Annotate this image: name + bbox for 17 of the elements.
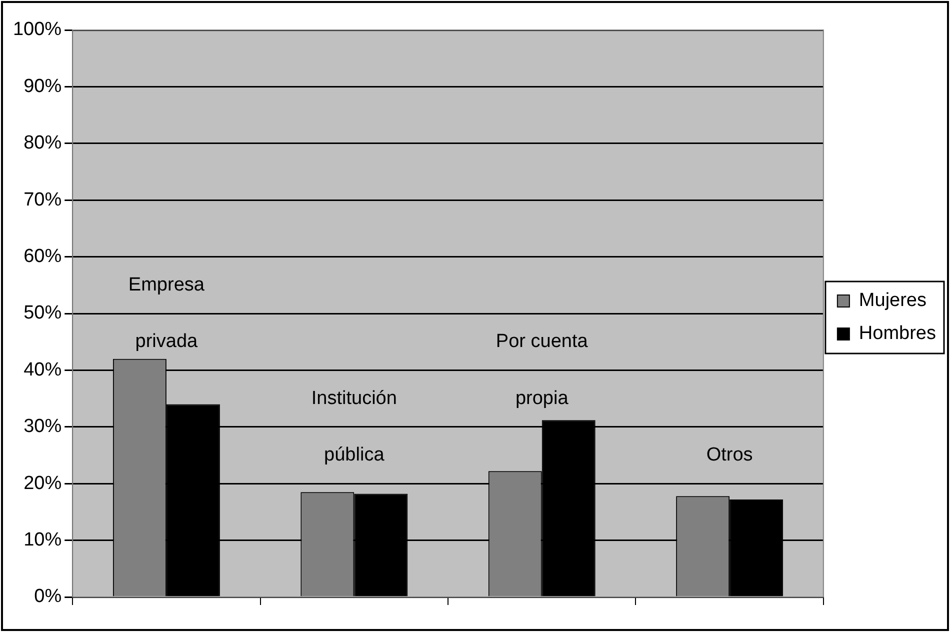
x-tick-label: Otros — [706, 444, 753, 466]
legend-label: Hombres — [858, 323, 936, 344]
category-label: Empresa privada — [128, 274, 204, 352]
legend-label: Mujeres — [858, 290, 926, 312]
category-label: Institución pública — [311, 388, 397, 466]
y-tick-label: 30% — [24, 416, 62, 438]
y-tick-label: 20% — [24, 472, 62, 494]
y-tick-label: 90% — [24, 76, 62, 97]
y-tick-label: 10% — [24, 530, 62, 551]
y-tick-label: 80% — [24, 132, 62, 154]
y-tick-label: 50% — [24, 302, 62, 324]
category-label: Por cuenta propia — [496, 331, 588, 409]
y-tick-label: 60% — [24, 246, 62, 268]
y-tick-label: 70% — [24, 189, 62, 210]
y-tick-label: 0% — [34, 586, 62, 608]
y-tick-label: 100% — [12, 19, 62, 40]
y-tick-label: 40% — [24, 359, 62, 380]
